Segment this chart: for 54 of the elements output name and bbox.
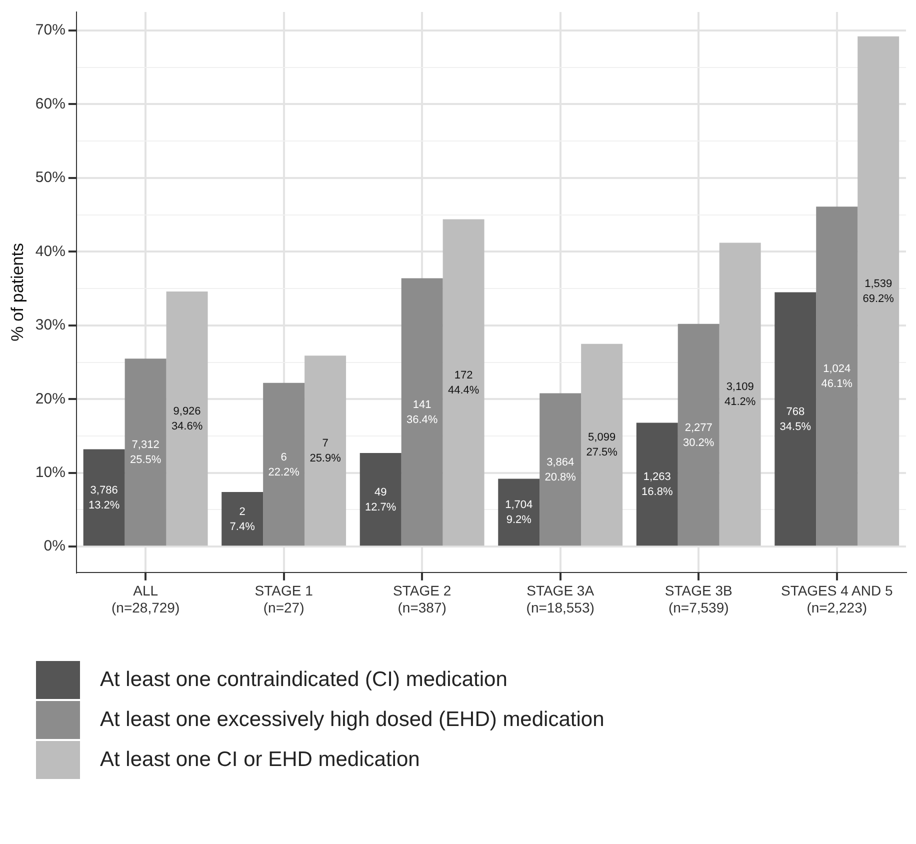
data-label: 2,277 30.2% xyxy=(683,422,714,449)
bar xyxy=(222,492,264,546)
x-tick-label: ALL (n=28,729) xyxy=(112,582,180,616)
data-label: 9,926 34.6% xyxy=(171,406,203,433)
y-tick-label: 30% xyxy=(35,316,66,334)
bar xyxy=(263,382,305,546)
data-label: 49 12.7% xyxy=(365,486,396,514)
bar xyxy=(636,422,678,546)
x-tick-label: STAGES 4 AND 5 (n=2,223) xyxy=(780,582,893,616)
bar xyxy=(498,478,540,546)
bar xyxy=(83,449,125,546)
bar xyxy=(774,292,816,546)
bar xyxy=(124,358,166,546)
data-label: 5,099 27.5% xyxy=(586,432,618,459)
legend-label: At least one contraindicated (CI) medication xyxy=(100,668,508,692)
y-tick-label: 60% xyxy=(35,95,66,112)
data-label: 6 22.2% xyxy=(268,451,300,478)
data-label: 141 36.4% xyxy=(406,398,438,426)
x-tick-label: STAGE 2 (n=387) xyxy=(393,582,452,616)
x-tick-label: STAGE 3B (n=7,539) xyxy=(664,582,732,616)
y-tick-label: 40% xyxy=(35,242,66,260)
bar xyxy=(360,452,402,546)
bar xyxy=(304,356,346,546)
bar xyxy=(858,36,900,546)
y-tick-label: 50% xyxy=(35,169,66,186)
data-label: 3,864 20.8% xyxy=(544,456,576,484)
bar xyxy=(678,324,720,546)
data-label: 3,109 41.2% xyxy=(724,381,756,408)
data-label: 1,263 16.8% xyxy=(642,471,673,498)
y-tick-label: 0% xyxy=(44,538,66,555)
bar xyxy=(816,206,858,546)
bar xyxy=(540,393,582,546)
bar xyxy=(719,242,761,546)
data-label: 1,539 69.2% xyxy=(862,278,894,305)
bar xyxy=(401,278,443,546)
x-tick-label: STAGE 3A (n=18,553) xyxy=(526,582,595,616)
data-label: 1,704 9.2% xyxy=(505,499,533,526)
y-tick-label: 70% xyxy=(35,22,66,39)
bar xyxy=(442,219,484,546)
data-label: 3,786 13.2% xyxy=(88,484,120,512)
x-tick-label: STAGE 1 (n=27) xyxy=(254,582,314,616)
bar xyxy=(581,344,623,546)
y-tick-label: 10% xyxy=(35,464,66,481)
data-label: 1,024 46.1% xyxy=(821,363,853,390)
data-label: 172 44.4% xyxy=(448,369,480,396)
data-label: 768 34.5% xyxy=(780,406,812,433)
data-label: 7 25.9% xyxy=(310,438,342,465)
data-label: 2 7.4% xyxy=(230,506,256,533)
legend-label: At least one CI or EHD medication xyxy=(100,748,420,772)
legend-label: At least one excessively high dosed (EHD) medication xyxy=(100,708,604,732)
y-axis-title: % of patients xyxy=(8,243,27,342)
data-label: 7,312 25.5% xyxy=(130,439,162,466)
bar xyxy=(166,291,208,546)
y-tick-label: 20% xyxy=(35,390,66,408)
